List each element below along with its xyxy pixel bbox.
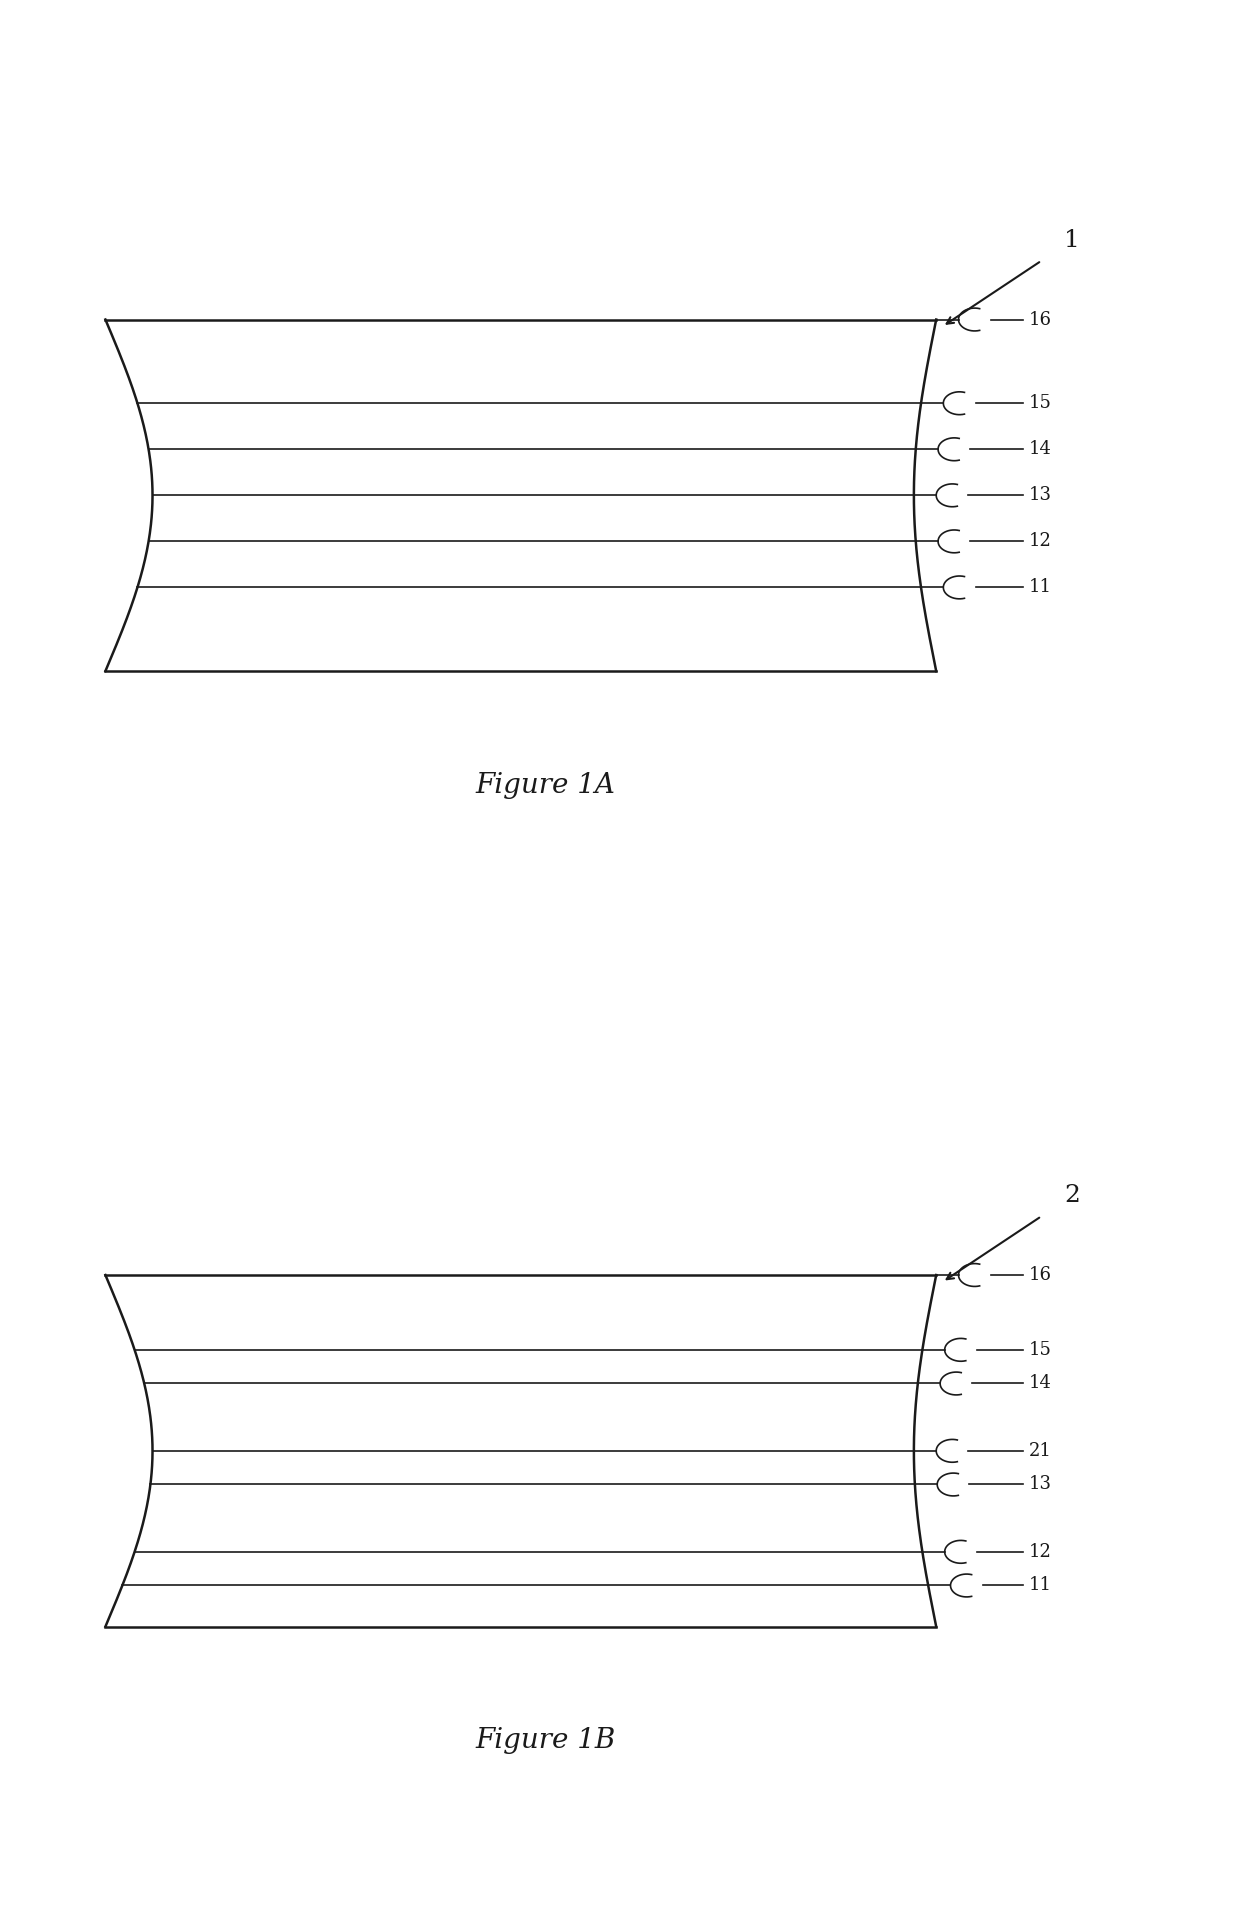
Text: 2: 2 (1064, 1185, 1080, 1208)
Text: 14: 14 (1029, 1374, 1052, 1393)
Text: 1: 1 (1064, 229, 1080, 252)
Text: 12: 12 (1029, 533, 1052, 550)
Text: 15: 15 (1029, 394, 1052, 413)
Text: 11: 11 (1029, 1577, 1053, 1594)
Text: 13: 13 (1029, 1475, 1053, 1494)
Polygon shape (105, 1275, 936, 1626)
Text: 21: 21 (1029, 1441, 1052, 1460)
Text: 16: 16 (1029, 1265, 1053, 1284)
Text: 16: 16 (1029, 310, 1053, 329)
Text: 13: 13 (1029, 485, 1053, 505)
Polygon shape (105, 319, 936, 671)
Text: 15: 15 (1029, 1342, 1052, 1359)
Text: 12: 12 (1029, 1542, 1052, 1561)
Text: 14: 14 (1029, 440, 1052, 459)
Text: 11: 11 (1029, 579, 1053, 596)
Text: Figure 1A: Figure 1A (476, 772, 615, 799)
Text: Figure 1B: Figure 1B (475, 1728, 616, 1754)
